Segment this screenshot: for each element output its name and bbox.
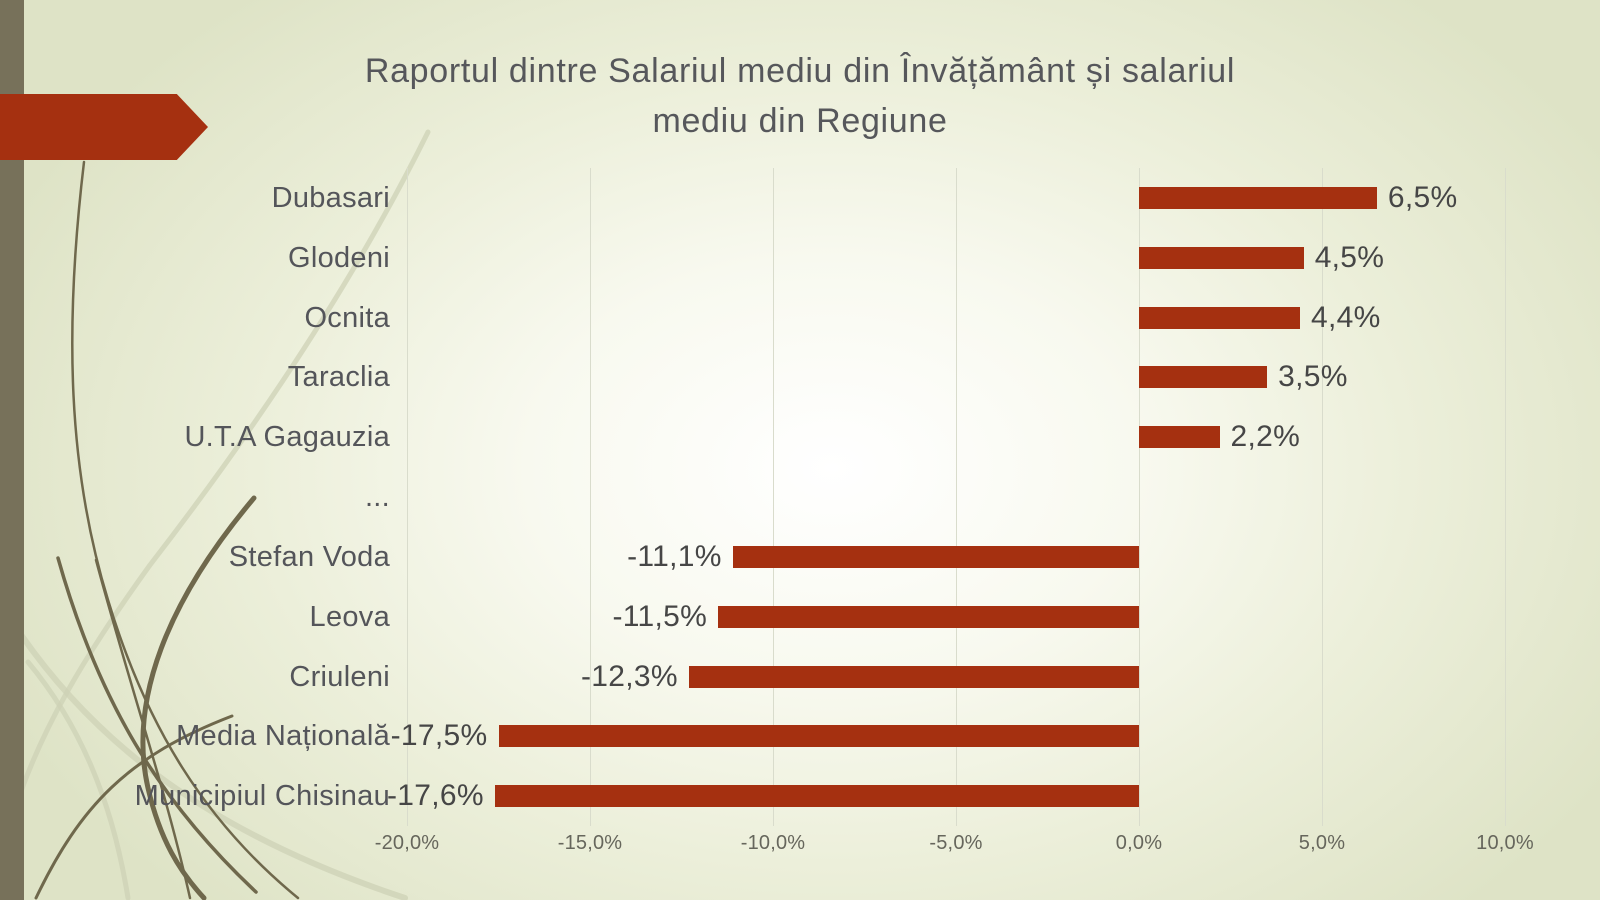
value-label: 4,4% <box>1311 300 1381 334</box>
category-label: U.T.A Gagauzia <box>184 421 390 454</box>
bar <box>1139 306 1300 329</box>
gridline <box>773 168 774 826</box>
gridline <box>407 168 408 826</box>
bar <box>688 665 1139 688</box>
bar <box>1139 426 1220 449</box>
category-label: ... <box>364 481 390 513</box>
value-label: -17,5% <box>390 719 488 753</box>
value-label: 2,2% <box>1230 420 1301 454</box>
value-label: -17,6% <box>386 779 484 813</box>
x-axis-tick-label: -15,0% <box>557 832 623 854</box>
x-axis-tick-label: 5,0% <box>1298 832 1346 854</box>
value-label: -12,3% <box>580 659 678 693</box>
bar <box>1139 186 1377 209</box>
value-label: -11,5% <box>612 599 708 633</box>
x-axis-tick-label: -5,0% <box>929 832 983 854</box>
category-label: Leova <box>309 600 390 633</box>
value-label: 6,5% <box>1387 180 1458 214</box>
bar <box>1139 246 1304 269</box>
value-label: 3,5% <box>1278 360 1348 394</box>
x-axis-tick-label: 10,0% <box>1476 832 1534 854</box>
x-axis-tick-label: 0,0% <box>1115 832 1163 854</box>
chart-title-line2: mediu din Regiune <box>652 102 948 140</box>
gridline <box>1139 168 1140 826</box>
value-label: 4,5% <box>1314 240 1385 274</box>
category-label: Criuleni <box>289 660 390 693</box>
category-label: Media Națională <box>176 720 390 753</box>
category-label: Glodeni <box>288 241 390 274</box>
category-label: Dubasari <box>271 181 390 214</box>
gridline <box>590 168 591 826</box>
gridline <box>1505 168 1506 826</box>
chart-title: Raportul dintre Salariul mediu din Învăț… <box>0 46 1600 146</box>
bar <box>732 545 1139 568</box>
bar <box>718 605 1139 628</box>
category-label: Municipiul Chisinau <box>134 780 390 813</box>
gridline <box>1322 168 1323 826</box>
category-label: Ocnita <box>304 301 390 334</box>
gridline <box>956 168 957 826</box>
value-label: -11,1% <box>627 539 722 573</box>
bar <box>494 785 1139 808</box>
bar <box>1139 366 1268 389</box>
chart-title-line1: Raportul dintre Salariul mediu din Învăț… <box>364 52 1236 90</box>
x-axis-tick-label: -10,0% <box>740 832 806 854</box>
category-label: Stefan Voda <box>228 540 390 573</box>
x-axis-tick-label: -20,0% <box>374 832 440 854</box>
bar <box>498 725 1139 748</box>
category-label: Taraclia <box>287 361 390 394</box>
accent-arrow-shape <box>0 94 208 160</box>
